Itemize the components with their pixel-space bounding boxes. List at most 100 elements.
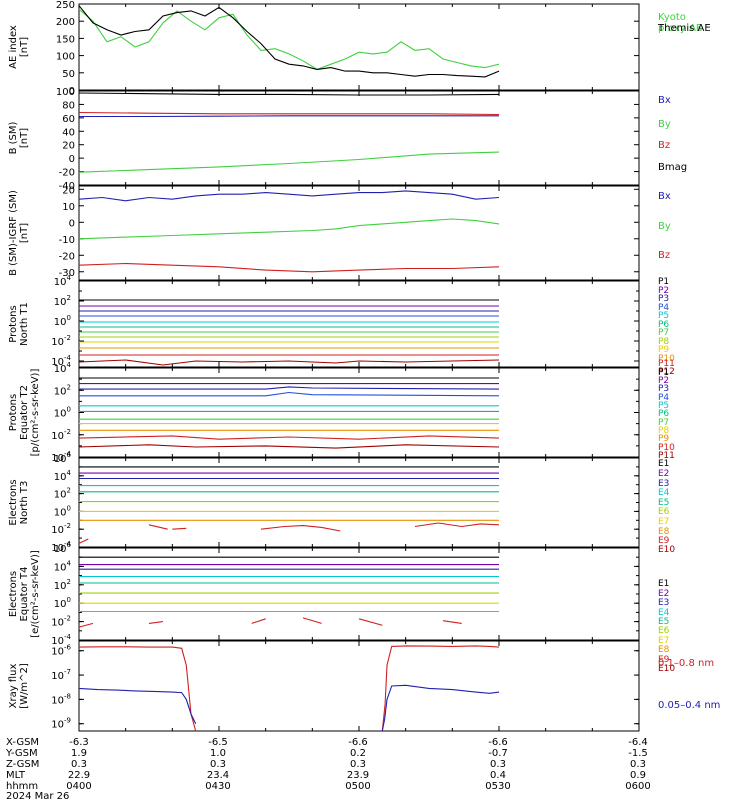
y-tick-label: 100 (54, 596, 71, 610)
footer-mlt-value: 0.9 (630, 770, 646, 781)
y-tick-label: 10-7 (51, 668, 71, 682)
legend-label: E9 (658, 655, 670, 665)
legend-label: P2 (658, 376, 669, 386)
footer-row-label-hhmm: hhmm (6, 781, 38, 792)
panel-frame (78, 457, 640, 548)
series-line-E9 (302, 617, 322, 624)
y-tick-label: 104 (54, 559, 72, 573)
footer-xgsm-value: -6.5 (208, 737, 228, 748)
footer-zgsm-value: 0.3 (350, 759, 366, 770)
y-tick-label: 102 (54, 383, 71, 397)
legend-label: Themis AE (657, 23, 711, 34)
series-line-E9 (148, 621, 164, 624)
panel-frame (78, 640, 640, 732)
legend-label: 0.05–0.4 nm (658, 700, 720, 711)
y-tick-label: 10-9 (51, 717, 71, 731)
y-tick-label: 0 (69, 86, 75, 97)
y-axis-title: AE index (8, 25, 19, 69)
y-tick-label: 102 (54, 487, 71, 501)
y-tick-label: 20 (62, 185, 75, 196)
y-tick-label: 10-2 (51, 522, 71, 536)
legend-label: Bx (658, 95, 671, 106)
series-line-Bx (78, 190, 500, 202)
footer-zgsm-value: 0.3 (490, 759, 506, 770)
series-line-E9 (442, 620, 462, 624)
legend-label: E7 (658, 517, 669, 527)
series-line-P12 (78, 359, 500, 366)
series-line-By (78, 218, 500, 240)
y-axis-title: Protons (8, 394, 19, 431)
footer-xgsm-value: -6.3 (69, 737, 89, 748)
footer-mlt-value: 23.4 (207, 770, 229, 781)
legend-label: P11 (658, 359, 675, 369)
series-line-P10 (78, 435, 500, 440)
footer-ygsm-value: -1.5 (628, 748, 648, 759)
legend-label: Bmag (658, 162, 687, 173)
footer-hhmm-value: 0530 (485, 781, 510, 792)
y-tick-label: 100 (56, 52, 75, 63)
y-tick-label: -40 (59, 181, 75, 192)
legend-label: P12 (658, 367, 675, 377)
y-axis-title: [p/(cm²-s-sr-keV)] (30, 369, 41, 457)
y-axis-title: [nT] (19, 223, 30, 243)
series-line-E9 (78, 622, 94, 628)
y-tick-label: 106 (54, 451, 72, 465)
y-tick-label: 100 (54, 314, 71, 328)
legend-label: P3 (658, 384, 669, 394)
orbit-ephemeris-footer: X-GSM Y-GSM Z-GSM MLT hhmm 2024 Mar 26 -… (5, 737, 651, 800)
footer-hhmm-value: 0500 (345, 781, 370, 792)
y-axis-title: Xray flux (8, 664, 19, 709)
y-tick-label: 10-2 (51, 615, 71, 629)
y-axis-title: Electrons (8, 479, 19, 525)
panel-bsm: -40 -20 0 20 40 60 80 100 B (SM) [nT] Bx By Bz Bmag (8, 87, 687, 192)
legend-label: P1 (658, 277, 669, 287)
series-line-E9 (414, 522, 500, 528)
footer-zgsm-value: 0.3 (630, 759, 646, 770)
legend-label: P5 (658, 311, 669, 321)
legend-label: E8 (658, 527, 670, 537)
legend-label: P11 (658, 451, 675, 461)
series-line-0.05–0.4 nm (78, 687, 197, 724)
legend-label: E5 (658, 617, 669, 627)
legend-label: P7 (658, 328, 669, 338)
legend-label: E5 (658, 498, 669, 508)
y-tick-label: 104 (54, 469, 72, 483)
legend-label: E3 (658, 479, 669, 489)
legend-label: P3 (658, 294, 669, 304)
footer-xgsm-value: -6.6 (488, 737, 508, 748)
y-tick-label: 104 (54, 361, 72, 375)
y-tick-label: 0 (69, 218, 75, 229)
footer-mlt-value: 0.4 (490, 770, 506, 781)
legend-label: Bx (658, 191, 671, 202)
legend-label: P9 (658, 345, 669, 355)
y-axis-title: [nT] (19, 128, 30, 148)
legend-label: P1 (658, 368, 669, 378)
series-line-E9 (148, 524, 168, 530)
y-axis-title: North T1 (19, 302, 30, 346)
legend-label: P2 (658, 286, 669, 296)
footer-zgsm-value: 0.3 (71, 759, 87, 770)
y-tick-label: 80 (62, 100, 75, 111)
y-axis-title: [nT] (19, 37, 30, 57)
legend-label: Bz (658, 140, 670, 151)
legend-label: P10 (658, 443, 675, 453)
legend-label: P7 (658, 418, 669, 428)
y-tick-label: 100 (56, 87, 75, 98)
panel-frame (78, 367, 640, 458)
footer-ygsm-value: 1.9 (71, 748, 87, 759)
legend-label: E1 (658, 579, 669, 589)
y-tick-label: 100 (54, 504, 71, 518)
series-line-Bz (78, 111, 500, 116)
series-line-P3 (79, 386, 500, 390)
y-axis-title: Equator T4 (19, 567, 30, 622)
legend-label: P6 (658, 320, 669, 330)
footer-xgsm-value: -6.6 (348, 737, 368, 748)
panel-frame (78, 3, 640, 91)
panel-frame (78, 280, 640, 368)
y-axis-title: B (SM) (8, 121, 19, 154)
y-tick-label: 10-2 (51, 428, 71, 442)
panel-bigrf: -30 -20 -10 0 10 20 B (SM)-IGRF (SM) [nT] Bx By Bz (8, 185, 671, 281)
